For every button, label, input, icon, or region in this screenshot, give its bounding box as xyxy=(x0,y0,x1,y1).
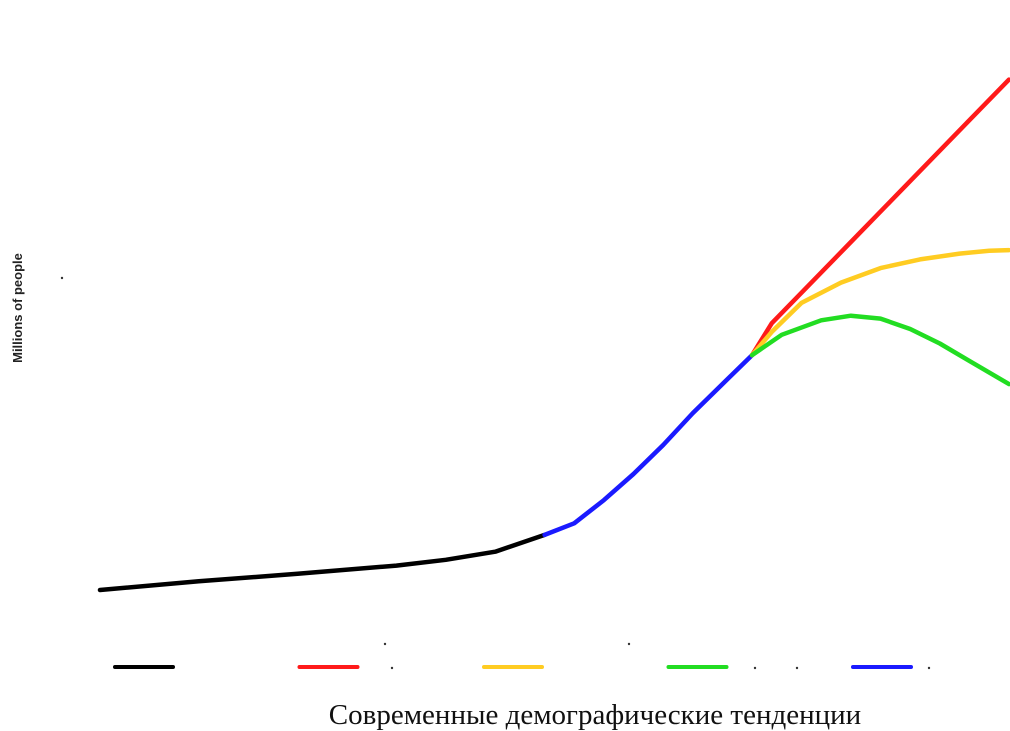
speck xyxy=(60,276,64,280)
series-line-3 xyxy=(749,77,1010,358)
speck xyxy=(390,666,394,670)
speck xyxy=(753,666,757,670)
speck xyxy=(927,666,931,670)
chart-caption: Современные демографические тенденции xyxy=(329,699,861,731)
speck xyxy=(627,642,631,646)
speck xyxy=(795,666,799,670)
series-line-1 xyxy=(97,532,547,593)
speck xyxy=(383,642,387,646)
series-line-2 xyxy=(542,352,755,538)
series-layer xyxy=(97,77,1010,593)
series-line-4 xyxy=(749,247,1010,358)
y-axis-label: Millions of people xyxy=(10,253,25,363)
series-line-5 xyxy=(749,313,1010,387)
